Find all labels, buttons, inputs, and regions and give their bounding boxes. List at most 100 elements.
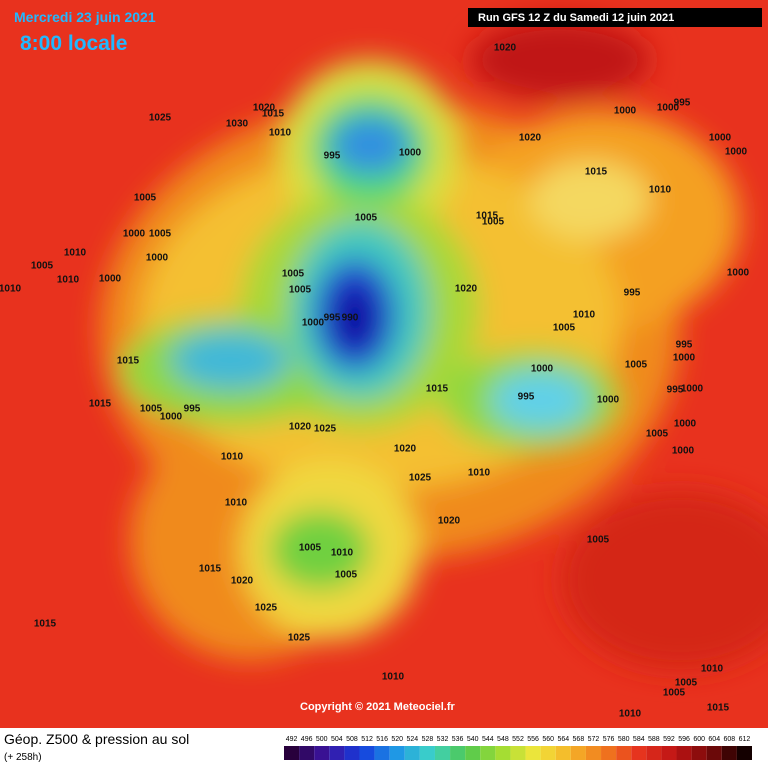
pressure-label: 1000 [531,364,554,375]
scale-tick-label: 556 [527,736,539,743]
geopotential-field [0,0,768,728]
pressure-label: 1010 [221,452,244,463]
scale-tick-label: 592 [663,736,675,743]
pressure-label: 995 [667,385,684,396]
scale-swatch [676,746,692,760]
pressure-label: 1005 [140,404,163,415]
pressure-label: 1010 [64,248,87,259]
scale-swatch [661,746,677,760]
pressure-label: 1000 [399,148,422,159]
scale-swatch [570,746,586,760]
pressure-label: 995 [624,288,641,299]
scale-tick-label: 552 [512,736,524,743]
pressure-label: 1005 [553,323,576,334]
pressure-label: 1000 [674,419,697,430]
pressure-label: 1000 [709,133,732,144]
scale-tick-label: 584 [633,736,645,743]
pressure-label: 1005 [149,229,172,240]
pressure-label: 1000 [672,446,695,457]
pressure-label: 1010 [57,275,80,286]
pressure-label: 990 [342,313,359,324]
pressure-label: 1000 [99,274,122,285]
scale-tick-label: 572 [588,736,600,743]
pressure-label: 1010 [225,498,248,509]
scale-swatch [314,746,330,760]
scale-tick-label: 548 [497,736,509,743]
pressure-label: 1020 [289,422,312,433]
scale-tick-label: 576 [603,736,615,743]
run: Run GFS 12 Z du Samedi 12 juin 2021 [478,12,674,24]
scale-swatch [736,746,752,760]
scale-swatch [510,746,526,760]
scale-swatch [450,746,466,760]
pressure-label: 1000 [597,395,620,406]
pressure-label: 1020 [253,103,276,114]
pressure-label: 1005 [31,261,54,272]
pressure-label: 995 [324,313,341,324]
pressure-label: 1005 [355,213,378,224]
scale-swatch [555,746,571,760]
pressure-label: 1000 [302,318,325,329]
scale-tick-label: 600 [693,736,705,743]
scale-tick-label: 508 [346,736,358,743]
scale-tick-label: 528 [422,736,434,743]
footer-subtitle: (+ 258h) [4,752,42,763]
pressure-label: 1000 [146,253,169,264]
scale-swatch [616,746,632,760]
scale-swatch [344,746,360,760]
pressure-label: 1005 [134,193,157,204]
scale-tick-label: 532 [437,736,449,743]
scale-swatch [601,746,617,760]
pressure-label: 1000 [681,384,704,395]
pressure-label: 1005 [625,360,648,371]
pressure-label: 1020 [438,516,461,527]
pressure-label: 1030 [226,119,249,130]
scale-swatch [404,746,420,760]
pressure-label: 1015 [426,384,449,395]
time: 8:00 locale [20,32,127,55]
footer-title: Géop. Z500 & pression au sol [4,731,189,747]
pressure-label: 1005 [663,688,686,699]
pressure-label: 1010 [573,310,596,321]
scale-tick-label: 536 [452,736,464,743]
scale-swatch [434,746,451,760]
scale-tick-label: 512 [361,736,373,743]
pressure-label: 1010 [619,709,642,720]
pressure-label: 1010 [0,284,22,295]
scale-tick-label: 524 [406,736,418,743]
pressure-label: 1010 [331,548,354,559]
pressure-label: 1025 [409,473,432,484]
pressure-label: 1015 [707,703,730,714]
scale-swatch [646,746,662,760]
pressure-label: 1020 [394,444,417,455]
scale-swatch [585,746,602,760]
scale-tick-label: 580 [618,736,630,743]
pressure-label: 1010 [701,664,724,675]
pressure-label: 995 [184,404,201,415]
scale-tick-label: 608 [724,736,736,743]
pressure-label: 1010 [468,468,491,479]
scale-swatch [389,746,405,760]
pressure-label: 1000 [725,147,748,158]
copyright: Copyright © 2021 Meteociel.fr [300,701,456,713]
pressure-label: 1015 [262,109,285,120]
pressure-label: 1020 [231,576,254,587]
pressure-label: 1010 [382,672,405,683]
scale-tick-label: 516 [376,736,388,743]
scale-tick-label: 612 [739,736,751,743]
pressure-label: 1005 [587,535,610,546]
pressure-label: 995 [676,340,693,351]
pressure-label: 1005 [289,285,312,296]
pressure-label: 1015 [585,167,608,178]
pressure-label: 1005 [335,570,358,581]
scale-tick-label: 544 [482,736,494,743]
pressure-label: 1025 [255,603,278,614]
scale-tick-label: 496 [301,736,313,743]
scale-swatch [721,746,737,760]
scale-tick-label: 504 [331,736,343,743]
scale-swatch [480,746,496,760]
pressure-label: 1010 [269,128,292,139]
pressure-label: 1010 [649,185,672,196]
pressure-label: 1005 [646,429,669,440]
